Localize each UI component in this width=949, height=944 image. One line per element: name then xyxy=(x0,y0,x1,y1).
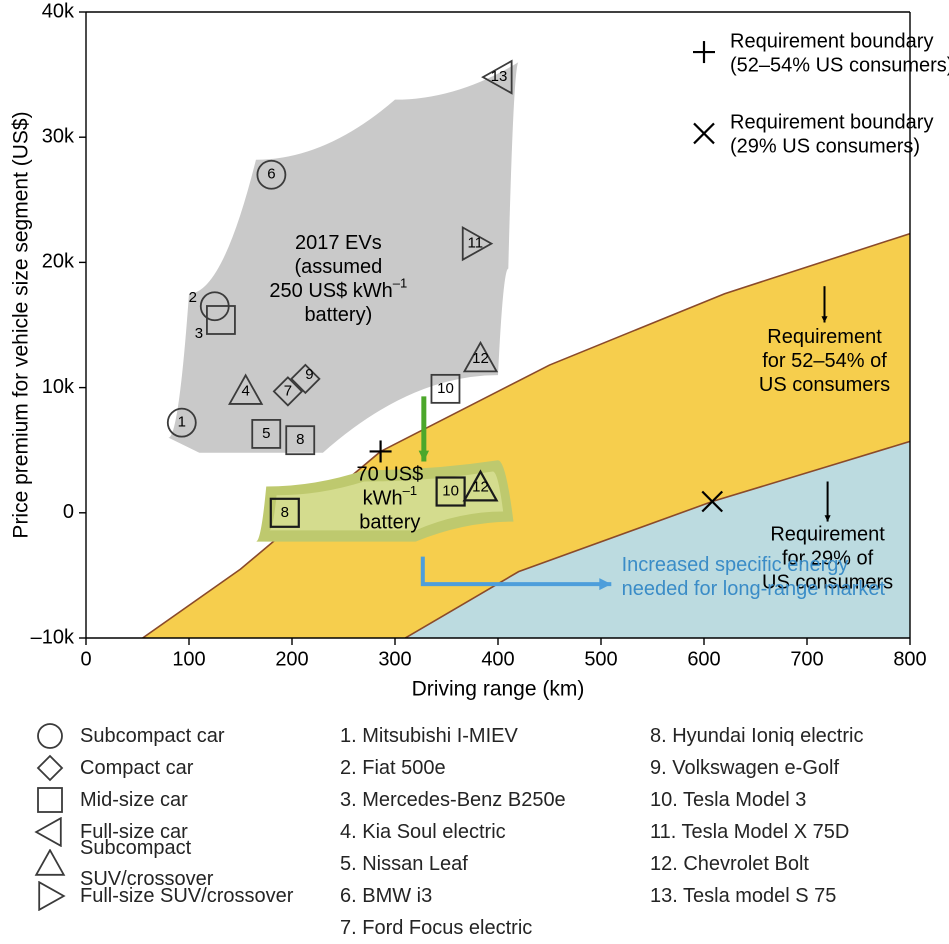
y-tick-label: 20k xyxy=(42,251,75,273)
legend-below: Subcompact carCompact carMid-size car Ful… xyxy=(30,720,920,944)
legend-vehicle-item: 4. Kia Soul electric xyxy=(340,816,640,848)
legend-shape-icon xyxy=(30,785,70,815)
data-point-label: 8 xyxy=(296,431,304,448)
y-tick-label: 0 xyxy=(63,501,74,523)
legend-vehicle-item: 12. Chevrolet Bolt xyxy=(650,848,930,880)
grey-blob-label: battery) xyxy=(304,304,372,326)
legend-vehicle-item: 1. Mitsubishi I-MIEV xyxy=(340,720,640,752)
legend-shape-row: Subcompact car xyxy=(30,720,330,752)
legend-vehicle-item: 3. Mercedes-Benz B250e xyxy=(340,784,640,816)
yellow-band-label: for 52–54% of xyxy=(762,350,887,372)
data-point-label: 12 xyxy=(472,479,489,496)
legend-vehicle-item: 10. Tesla Model 3 xyxy=(650,784,930,816)
legend-vehicle-item: 8. Hyundai Ioniq electric xyxy=(650,720,930,752)
legend-shape-icon xyxy=(30,721,70,751)
grey-blob-label: 250 US$ kWh–1 xyxy=(269,276,407,302)
blue-band-label: Requirement xyxy=(770,524,885,546)
olive-blob-label: battery xyxy=(359,512,420,534)
legend-shape-row: Compact car xyxy=(30,752,330,784)
data-point-label: 10 xyxy=(442,482,459,499)
data-point-label: 7 xyxy=(284,382,292,399)
legend-in-plot-text: Requirement boundary xyxy=(730,30,933,52)
data-point-label: 13 xyxy=(491,68,508,85)
legend-shape-row: Subcompact SUV/crossover xyxy=(30,848,330,880)
legend-shape-icon xyxy=(30,849,70,879)
chart-svg: 0100200300400500600700800–10k010k20k30k4… xyxy=(0,0,949,720)
x-tick-label: 100 xyxy=(172,648,205,670)
grey-blob-label: (assumed xyxy=(294,256,382,278)
data-point-label: 6 xyxy=(267,166,275,183)
blue-annotation-text: needed for long-range market xyxy=(622,578,886,600)
legend-shape-label: Subcompact car xyxy=(80,721,225,752)
legend-vehicle-item: 2. Fiat 500e xyxy=(340,752,640,784)
data-point-label: 4 xyxy=(241,382,249,399)
x-tick-label: 400 xyxy=(481,648,514,670)
x-tick-label: 500 xyxy=(584,648,617,670)
page: 0100200300400500600700800–10k010k20k30k4… xyxy=(0,0,949,937)
data-point-label: 1 xyxy=(178,414,186,431)
legend-shape-row: Full-size SUV/crossover xyxy=(30,880,330,912)
yellow-band-label: Requirement xyxy=(767,326,882,348)
legend-shape-icon xyxy=(30,817,70,847)
data-point-label: 3 xyxy=(195,325,203,342)
legend-in-plot-text: (52–54% US consumers) xyxy=(730,54,949,76)
x-axis-label: Driving range (km) xyxy=(412,678,585,701)
data-point-label: 10 xyxy=(437,380,454,397)
legend-vehicle-item: 11. Tesla Model X 75D xyxy=(650,816,930,848)
legend-in-plot-text: Requirement boundary xyxy=(730,112,933,134)
data-point-label: 5 xyxy=(262,425,270,442)
legend-shape-label: Compact car xyxy=(80,753,193,784)
data-point-label: 8 xyxy=(281,504,289,521)
data-point-label: 12 xyxy=(472,350,489,367)
legend-vehicle-item: 6. BMW i3 xyxy=(340,880,640,912)
y-axis-label: Price premium for vehicle size segment (… xyxy=(10,111,33,538)
legend-shapes-column: Subcompact carCompact carMid-size car Ful… xyxy=(30,720,330,944)
grey-blob-label: 2017 EVs xyxy=(295,232,382,254)
x-tick-label: 800 xyxy=(893,648,926,670)
x-tick-label: 200 xyxy=(275,648,308,670)
data-point-label: 2 xyxy=(189,289,197,306)
legend-vehicle-item: 9. Volkswagen e-Golf xyxy=(650,752,930,784)
legend-shape-label: Full-size SUV/crossover xyxy=(80,881,293,912)
blue-annotation-text: Increased specific energy xyxy=(622,554,849,576)
x-tick-label: 300 xyxy=(378,648,411,670)
x-tick-label: 0 xyxy=(80,648,91,670)
yellow-band-label: US consumers xyxy=(759,374,890,396)
legend-shape-icon xyxy=(30,753,70,783)
legend-vehicle-item: 13. Tesla model S 75 xyxy=(650,880,930,912)
legend-shape-label: Mid-size car xyxy=(80,785,188,816)
legend-vehicle-item: 7. Ford Focus electric xyxy=(340,912,640,944)
x-tick-label: 700 xyxy=(790,648,823,670)
legend-in-plot-text: (29% US consumers) xyxy=(730,136,920,158)
data-point-label: 11 xyxy=(468,235,484,252)
legend-vehicles-col2: 1. Mitsubishi I-MIEV2. Fiat 500e3. Merce… xyxy=(340,720,640,944)
x-tick-label: 600 xyxy=(687,648,720,670)
legend-vehicles-col3: 8. Hyundai Ioniq electric9. Volkswagen e… xyxy=(650,720,930,944)
legend-shape-row: Mid-size car xyxy=(30,784,330,816)
legend-shape-icon xyxy=(30,881,70,911)
y-tick-label: 40k xyxy=(42,0,75,22)
data-point-label: 9 xyxy=(305,366,313,383)
y-tick-label: –10k xyxy=(31,626,75,648)
legend-vehicle-item: 5. Nissan Leaf xyxy=(340,848,640,880)
y-tick-label: 10k xyxy=(42,376,75,398)
y-tick-label: 30k xyxy=(42,125,75,147)
